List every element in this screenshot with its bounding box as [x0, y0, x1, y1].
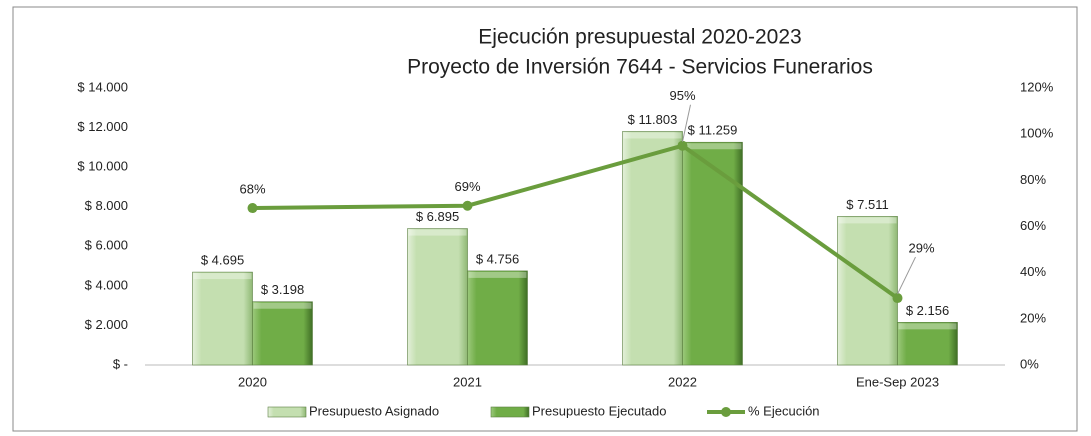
y2-tick-label: 80%	[1020, 172, 1046, 187]
legend-swatch	[490, 406, 530, 418]
bar-top	[253, 302, 312, 309]
y-tick-label: $ 10.000	[77, 159, 128, 174]
bar	[192, 271, 253, 366]
y2-tick-label: 100%	[1020, 126, 1054, 141]
x-tick-label: 2022	[668, 374, 697, 389]
chart-title: Ejecución presupuestal 2020-2023	[478, 26, 801, 49]
line-point	[677, 140, 688, 151]
bar	[682, 141, 743, 366]
bar-top	[623, 132, 682, 139]
bar-top	[468, 271, 527, 278]
bar	[622, 131, 683, 366]
y2-tick-label: 40%	[1020, 264, 1046, 279]
data-label: $ 7.511	[846, 197, 888, 212]
bar-top	[838, 217, 897, 224]
legend-label: Presupuesto Asignado	[309, 403, 439, 418]
y-tick-label: $ -	[113, 356, 128, 371]
legend-swatch	[721, 407, 731, 417]
line-point	[892, 293, 903, 304]
y-tick-label: $ 4.000	[85, 277, 128, 292]
leader-line	[897, 256, 916, 295]
data-label: 95%	[669, 88, 695, 103]
data-label: $ 6.895	[416, 209, 459, 224]
bar-top	[898, 323, 957, 330]
legend-label: % Ejecución	[748, 403, 820, 418]
data-label: $ 2.156	[906, 303, 949, 318]
y2-tick-label: 0%	[1020, 356, 1039, 371]
y2-tick-label: 120%	[1020, 79, 1054, 94]
bar	[252, 301, 313, 366]
bar	[407, 228, 468, 366]
line	[252, 143, 899, 300]
bar-top	[683, 143, 742, 150]
legend-swatch	[267, 406, 307, 418]
line-point	[462, 200, 473, 211]
y-tick-label: $ 12.000	[77, 119, 128, 134]
y-tick-label: $ 8.000	[85, 198, 128, 213]
data-label: 68%	[239, 181, 265, 196]
x-tick-label: 2021	[453, 374, 482, 389]
legend-label: Presupuesto Ejecutado	[532, 403, 666, 418]
x-tick-label: Ene-Sep 2023	[856, 374, 939, 389]
y2-tick-label: 60%	[1020, 218, 1046, 233]
data-label: $ 3.198	[261, 282, 304, 297]
data-label: 29%	[908, 240, 934, 255]
y-tick-label: $ 2.000	[85, 317, 128, 332]
bar	[897, 322, 958, 366]
line-point	[247, 203, 258, 214]
data-label: $ 11.259	[688, 123, 738, 138]
bar	[467, 270, 528, 366]
y2-tick-label: 20%	[1020, 310, 1046, 325]
leader-line	[682, 104, 691, 142]
data-label: $ 4.695	[201, 253, 244, 268]
y-tick-label: $ 6.000	[85, 238, 128, 253]
chart-subtitle: Proyecto de Inversión 7644 - Servicios F…	[407, 56, 873, 79]
data-label: $ 4.756	[476, 251, 519, 266]
bar-top	[193, 273, 252, 280]
data-label: $ 11.803	[628, 112, 678, 127]
data-label: 69%	[454, 179, 480, 194]
x-tick-label: 2020	[238, 374, 267, 389]
bar-top	[408, 229, 467, 236]
y-tick-label: $ 14.000	[77, 79, 128, 94]
